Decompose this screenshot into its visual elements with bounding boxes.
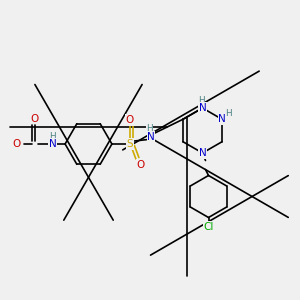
Text: N: N (199, 103, 206, 113)
Text: N: N (199, 148, 206, 158)
Text: N: N (218, 114, 226, 124)
Text: S: S (127, 139, 133, 149)
Text: O: O (136, 160, 145, 170)
Text: H: H (146, 124, 153, 134)
Text: O: O (30, 113, 39, 124)
Text: O: O (126, 115, 134, 125)
Text: O: O (12, 139, 21, 149)
Text: N: N (147, 131, 155, 142)
Text: N: N (49, 139, 56, 149)
Text: H: H (225, 109, 231, 118)
Text: Cl: Cl (203, 221, 214, 232)
Text: H: H (198, 96, 204, 105)
Text: H: H (49, 132, 56, 141)
